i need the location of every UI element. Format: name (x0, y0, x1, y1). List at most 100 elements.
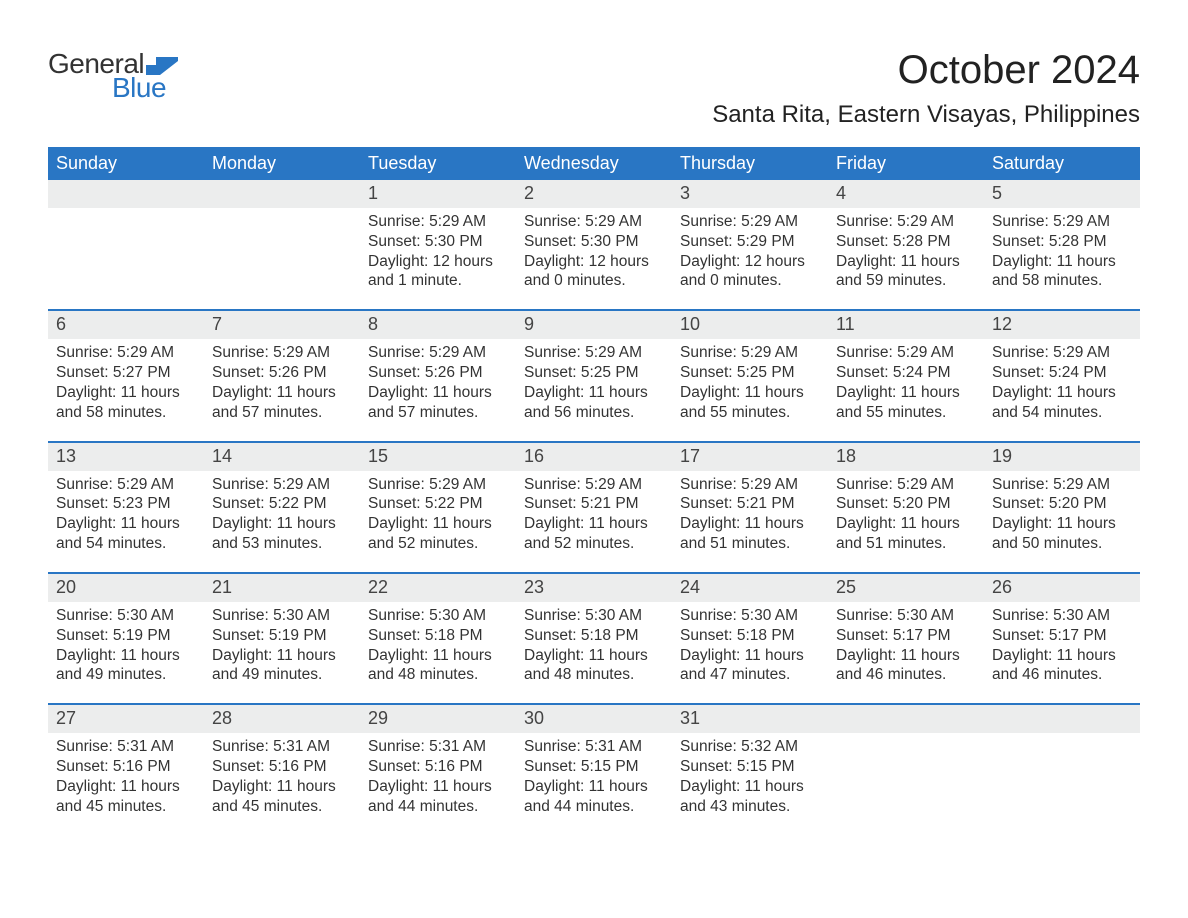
day-cell: 14Sunrise: 5:29 AMSunset: 5:22 PMDayligh… (204, 443, 360, 572)
day-body: Sunrise: 5:31 AMSunset: 5:16 PMDaylight:… (204, 733, 360, 816)
day-sunrise: Sunrise: 5:29 AM (368, 343, 508, 363)
day-sunset: Sunset: 5:22 PM (368, 494, 508, 514)
day-body: Sunrise: 5:29 AMSunset: 5:22 PMDaylight:… (360, 471, 516, 554)
day-daylight2: and 58 minutes. (992, 271, 1132, 291)
day-daylight1: Daylight: 11 hours (680, 514, 820, 534)
day-cell (828, 705, 984, 834)
day-cell: 21Sunrise: 5:30 AMSunset: 5:19 PMDayligh… (204, 574, 360, 703)
day-sunset: Sunset: 5:15 PM (680, 757, 820, 777)
day-cell: 19Sunrise: 5:29 AMSunset: 5:20 PMDayligh… (984, 443, 1140, 572)
day-body (984, 733, 1140, 737)
day-sunrise: Sunrise: 5:32 AM (680, 737, 820, 757)
day-number: 24 (672, 574, 828, 602)
day-sunrise: Sunrise: 5:29 AM (524, 212, 664, 232)
day-number: 17 (672, 443, 828, 471)
day-daylight1: Daylight: 11 hours (56, 777, 196, 797)
day-cell: 18Sunrise: 5:29 AMSunset: 5:20 PMDayligh… (828, 443, 984, 572)
day-cell: 27Sunrise: 5:31 AMSunset: 5:16 PMDayligh… (48, 705, 204, 834)
day-number: 26 (984, 574, 1140, 602)
day-sunrise: Sunrise: 5:29 AM (680, 475, 820, 495)
day-daylight2: and 56 minutes. (524, 403, 664, 423)
week-row: 1Sunrise: 5:29 AMSunset: 5:30 PMDaylight… (48, 180, 1140, 309)
day-sunrise: Sunrise: 5:31 AM (56, 737, 196, 757)
day-number: 21 (204, 574, 360, 602)
weekday-monday: Monday (204, 147, 360, 180)
day-sunrise: Sunrise: 5:29 AM (992, 212, 1132, 232)
day-daylight1: Daylight: 11 hours (368, 514, 508, 534)
day-daylight2: and 0 minutes. (680, 271, 820, 291)
day-daylight1: Daylight: 11 hours (992, 383, 1132, 403)
day-sunrise: Sunrise: 5:29 AM (368, 212, 508, 232)
day-daylight2: and 46 minutes. (836, 665, 976, 685)
day-body: Sunrise: 5:29 AMSunset: 5:21 PMDaylight:… (516, 471, 672, 554)
day-sunset: Sunset: 5:17 PM (836, 626, 976, 646)
day-cell: 10Sunrise: 5:29 AMSunset: 5:25 PMDayligh… (672, 311, 828, 440)
day-sunrise: Sunrise: 5:31 AM (524, 737, 664, 757)
day-number (204, 180, 360, 208)
day-sunrise: Sunrise: 5:30 AM (524, 606, 664, 626)
day-body: Sunrise: 5:31 AMSunset: 5:16 PMDaylight:… (360, 733, 516, 816)
day-sunset: Sunset: 5:29 PM (680, 232, 820, 252)
day-number: 25 (828, 574, 984, 602)
week-row: 27Sunrise: 5:31 AMSunset: 5:16 PMDayligh… (48, 703, 1140, 834)
day-cell (204, 180, 360, 309)
day-number: 8 (360, 311, 516, 339)
day-daylight1: Daylight: 11 hours (368, 777, 508, 797)
day-sunset: Sunset: 5:25 PM (680, 363, 820, 383)
day-daylight2: and 55 minutes. (680, 403, 820, 423)
day-cell: 29Sunrise: 5:31 AMSunset: 5:16 PMDayligh… (360, 705, 516, 834)
day-sunrise: Sunrise: 5:29 AM (992, 475, 1132, 495)
day-number: 27 (48, 705, 204, 733)
month-title: October 2024 (712, 48, 1140, 93)
day-cell: 8Sunrise: 5:29 AMSunset: 5:26 PMDaylight… (360, 311, 516, 440)
day-daylight1: Daylight: 11 hours (836, 383, 976, 403)
day-cell: 16Sunrise: 5:29 AMSunset: 5:21 PMDayligh… (516, 443, 672, 572)
day-body: Sunrise: 5:29 AMSunset: 5:20 PMDaylight:… (984, 471, 1140, 554)
day-daylight1: Daylight: 11 hours (524, 514, 664, 534)
day-sunrise: Sunrise: 5:29 AM (524, 475, 664, 495)
week-row: 13Sunrise: 5:29 AMSunset: 5:23 PMDayligh… (48, 441, 1140, 572)
day-sunset: Sunset: 5:16 PM (368, 757, 508, 777)
weekday-friday: Friday (828, 147, 984, 180)
day-sunset: Sunset: 5:20 PM (992, 494, 1132, 514)
day-number: 28 (204, 705, 360, 733)
day-body: Sunrise: 5:29 AMSunset: 5:21 PMDaylight:… (672, 471, 828, 554)
day-number: 14 (204, 443, 360, 471)
day-sunrise: Sunrise: 5:30 AM (992, 606, 1132, 626)
day-body: Sunrise: 5:30 AMSunset: 5:18 PMDaylight:… (672, 602, 828, 685)
day-daylight1: Daylight: 11 hours (212, 646, 352, 666)
day-daylight1: Daylight: 11 hours (680, 646, 820, 666)
day-body: Sunrise: 5:30 AMSunset: 5:18 PMDaylight:… (360, 602, 516, 685)
day-sunrise: Sunrise: 5:30 AM (680, 606, 820, 626)
day-cell (984, 705, 1140, 834)
day-daylight1: Daylight: 11 hours (992, 514, 1132, 534)
day-sunset: Sunset: 5:26 PM (368, 363, 508, 383)
day-daylight2: and 52 minutes. (368, 534, 508, 554)
day-body: Sunrise: 5:29 AMSunset: 5:29 PMDaylight:… (672, 208, 828, 291)
day-body: Sunrise: 5:29 AMSunset: 5:25 PMDaylight:… (672, 339, 828, 422)
day-sunset: Sunset: 5:25 PM (524, 363, 664, 383)
day-sunrise: Sunrise: 5:29 AM (56, 343, 196, 363)
day-number: 31 (672, 705, 828, 733)
day-daylight2: and 57 minutes. (368, 403, 508, 423)
weekday-thursday: Thursday (672, 147, 828, 180)
day-daylight1: Daylight: 11 hours (680, 777, 820, 797)
day-daylight1: Daylight: 11 hours (56, 646, 196, 666)
logo-text-blue: Blue (112, 72, 166, 104)
day-number: 16 (516, 443, 672, 471)
day-daylight2: and 50 minutes. (992, 534, 1132, 554)
day-cell: 31 Sunrise: 5:32 AMSunset: 5:15 PMDayligh… (672, 705, 828, 834)
day-daylight2: and 51 minutes. (680, 534, 820, 554)
title-block: October 2024 Santa Rita, Eastern Visayas… (712, 48, 1140, 129)
day-body: Sunrise: 5:29 AMSunset: 5:24 PMDaylight:… (828, 339, 984, 422)
day-sunrise: Sunrise: 5:29 AM (212, 475, 352, 495)
day-sunrise: Sunrise: 5:29 AM (680, 212, 820, 232)
day-daylight2: and 49 minutes. (212, 665, 352, 685)
day-body: Sunrise: 5:29 AMSunset: 5:23 PMDaylight:… (48, 471, 204, 554)
day-cell: 6Sunrise: 5:29 AMSunset: 5:27 PMDaylight… (48, 311, 204, 440)
day-number: 19 (984, 443, 1140, 471)
day-daylight1: Daylight: 11 hours (524, 646, 664, 666)
day-daylight2: and 45 minutes. (212, 797, 352, 817)
day-body: Sunrise: 5:29 AMSunset: 5:30 PMDaylight:… (516, 208, 672, 291)
day-daylight1: Daylight: 11 hours (56, 514, 196, 534)
